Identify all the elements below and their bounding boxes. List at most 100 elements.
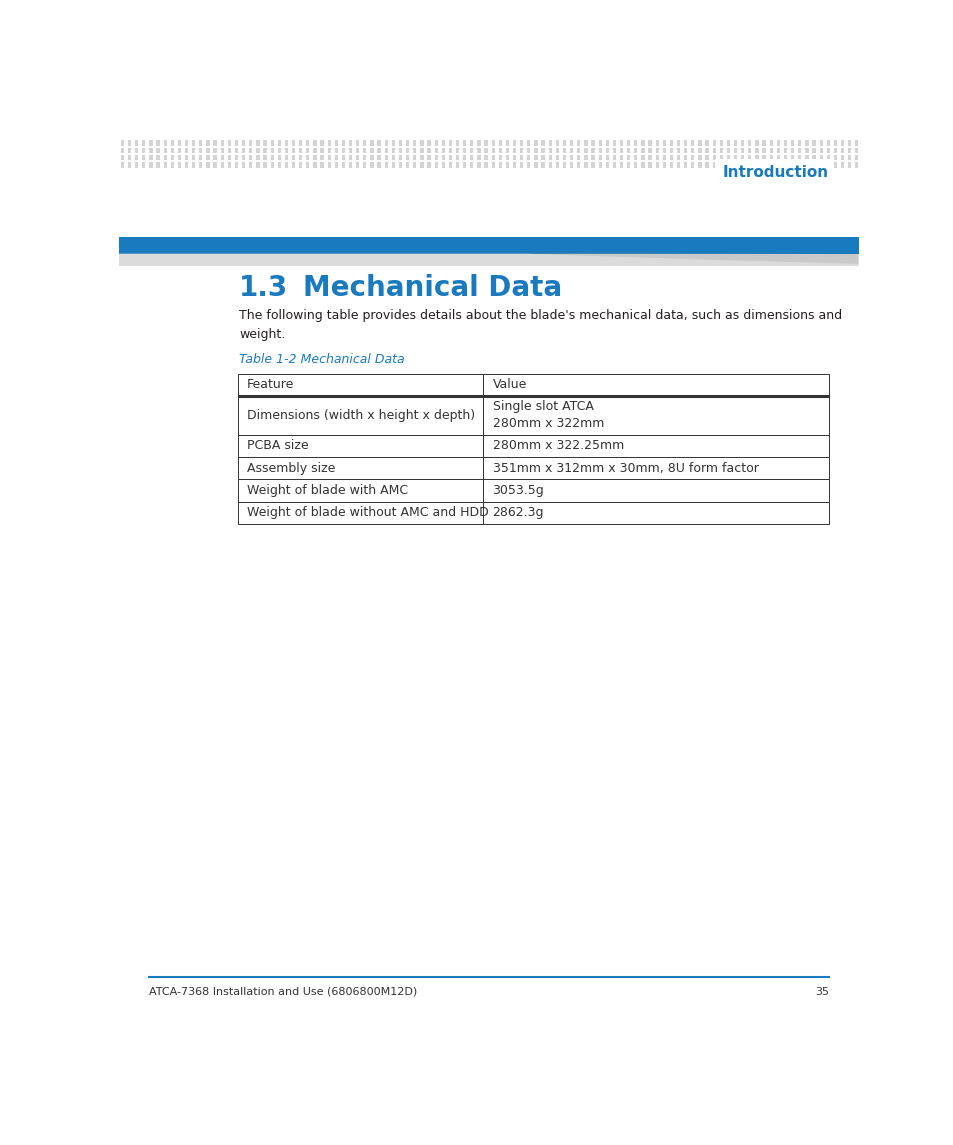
FancyBboxPatch shape: [234, 141, 238, 147]
FancyBboxPatch shape: [733, 141, 737, 147]
FancyBboxPatch shape: [277, 161, 280, 167]
FancyBboxPatch shape: [505, 141, 509, 147]
FancyBboxPatch shape: [634, 141, 637, 147]
FancyBboxPatch shape: [812, 141, 815, 147]
FancyBboxPatch shape: [398, 155, 402, 160]
FancyBboxPatch shape: [420, 141, 423, 147]
FancyBboxPatch shape: [598, 148, 601, 153]
FancyBboxPatch shape: [341, 148, 345, 153]
FancyBboxPatch shape: [648, 148, 651, 153]
FancyBboxPatch shape: [228, 161, 231, 167]
FancyBboxPatch shape: [669, 155, 673, 160]
FancyBboxPatch shape: [691, 148, 694, 153]
FancyBboxPatch shape: [612, 141, 616, 147]
FancyBboxPatch shape: [541, 141, 544, 147]
FancyBboxPatch shape: [150, 161, 152, 167]
FancyBboxPatch shape: [313, 141, 316, 147]
Bar: [237, 435, 483, 457]
FancyBboxPatch shape: [185, 161, 188, 167]
FancyBboxPatch shape: [128, 148, 132, 153]
FancyBboxPatch shape: [747, 155, 751, 160]
FancyBboxPatch shape: [776, 155, 780, 160]
FancyBboxPatch shape: [505, 161, 509, 167]
Bar: [483, 396, 828, 435]
FancyBboxPatch shape: [363, 155, 366, 160]
FancyBboxPatch shape: [370, 148, 374, 153]
FancyBboxPatch shape: [505, 155, 509, 160]
FancyBboxPatch shape: [462, 161, 466, 167]
FancyBboxPatch shape: [826, 148, 829, 153]
FancyBboxPatch shape: [462, 148, 466, 153]
FancyBboxPatch shape: [171, 141, 173, 147]
FancyBboxPatch shape: [698, 161, 700, 167]
FancyBboxPatch shape: [384, 141, 388, 147]
FancyBboxPatch shape: [655, 161, 659, 167]
FancyBboxPatch shape: [755, 141, 758, 147]
FancyBboxPatch shape: [462, 141, 466, 147]
FancyBboxPatch shape: [761, 161, 765, 167]
Text: ATCA-7368 Installation and Use (6806800M12D): ATCA-7368 Installation and Use (6806800M…: [149, 987, 416, 996]
FancyBboxPatch shape: [498, 155, 501, 160]
FancyBboxPatch shape: [712, 155, 715, 160]
FancyBboxPatch shape: [562, 148, 565, 153]
FancyBboxPatch shape: [833, 155, 836, 160]
FancyBboxPatch shape: [377, 141, 380, 147]
FancyBboxPatch shape: [505, 148, 509, 153]
FancyBboxPatch shape: [726, 155, 729, 160]
FancyBboxPatch shape: [156, 141, 159, 147]
FancyBboxPatch shape: [854, 161, 858, 167]
FancyBboxPatch shape: [470, 141, 473, 147]
FancyBboxPatch shape: [819, 148, 821, 153]
FancyBboxPatch shape: [363, 141, 366, 147]
FancyBboxPatch shape: [719, 148, 722, 153]
FancyBboxPatch shape: [634, 161, 637, 167]
FancyBboxPatch shape: [776, 148, 780, 153]
Bar: [119, 237, 858, 254]
FancyBboxPatch shape: [655, 148, 659, 153]
Text: Weight of blade with AMC: Weight of blade with AMC: [247, 484, 408, 497]
FancyBboxPatch shape: [156, 148, 159, 153]
FancyBboxPatch shape: [135, 141, 138, 147]
Text: Value: Value: [492, 379, 526, 392]
FancyBboxPatch shape: [790, 161, 794, 167]
FancyBboxPatch shape: [640, 141, 644, 147]
FancyBboxPatch shape: [577, 141, 579, 147]
FancyBboxPatch shape: [263, 161, 267, 167]
FancyBboxPatch shape: [534, 141, 537, 147]
FancyBboxPatch shape: [406, 161, 409, 167]
FancyBboxPatch shape: [812, 155, 815, 160]
FancyBboxPatch shape: [199, 148, 202, 153]
FancyBboxPatch shape: [662, 141, 665, 147]
FancyBboxPatch shape: [335, 161, 337, 167]
FancyBboxPatch shape: [156, 155, 159, 160]
FancyBboxPatch shape: [534, 155, 537, 160]
FancyBboxPatch shape: [427, 148, 430, 153]
FancyBboxPatch shape: [719, 161, 722, 167]
FancyBboxPatch shape: [534, 148, 537, 153]
FancyBboxPatch shape: [498, 148, 501, 153]
Text: Weight of blade without AMC and HDD: Weight of blade without AMC and HDD: [247, 506, 488, 520]
FancyBboxPatch shape: [177, 148, 181, 153]
FancyBboxPatch shape: [691, 155, 694, 160]
FancyBboxPatch shape: [171, 155, 173, 160]
FancyBboxPatch shape: [498, 141, 501, 147]
FancyBboxPatch shape: [327, 148, 331, 153]
FancyBboxPatch shape: [427, 161, 430, 167]
Bar: [237, 480, 483, 502]
FancyBboxPatch shape: [862, 141, 864, 147]
FancyBboxPatch shape: [605, 141, 608, 147]
FancyBboxPatch shape: [847, 148, 850, 153]
FancyBboxPatch shape: [798, 155, 801, 160]
FancyBboxPatch shape: [740, 148, 743, 153]
FancyBboxPatch shape: [619, 161, 622, 167]
FancyBboxPatch shape: [355, 148, 359, 153]
FancyBboxPatch shape: [341, 141, 345, 147]
FancyBboxPatch shape: [769, 155, 772, 160]
FancyBboxPatch shape: [420, 148, 423, 153]
FancyBboxPatch shape: [177, 161, 181, 167]
FancyBboxPatch shape: [441, 161, 444, 167]
FancyBboxPatch shape: [598, 155, 601, 160]
FancyBboxPatch shape: [234, 155, 238, 160]
FancyBboxPatch shape: [377, 148, 380, 153]
FancyBboxPatch shape: [448, 148, 452, 153]
